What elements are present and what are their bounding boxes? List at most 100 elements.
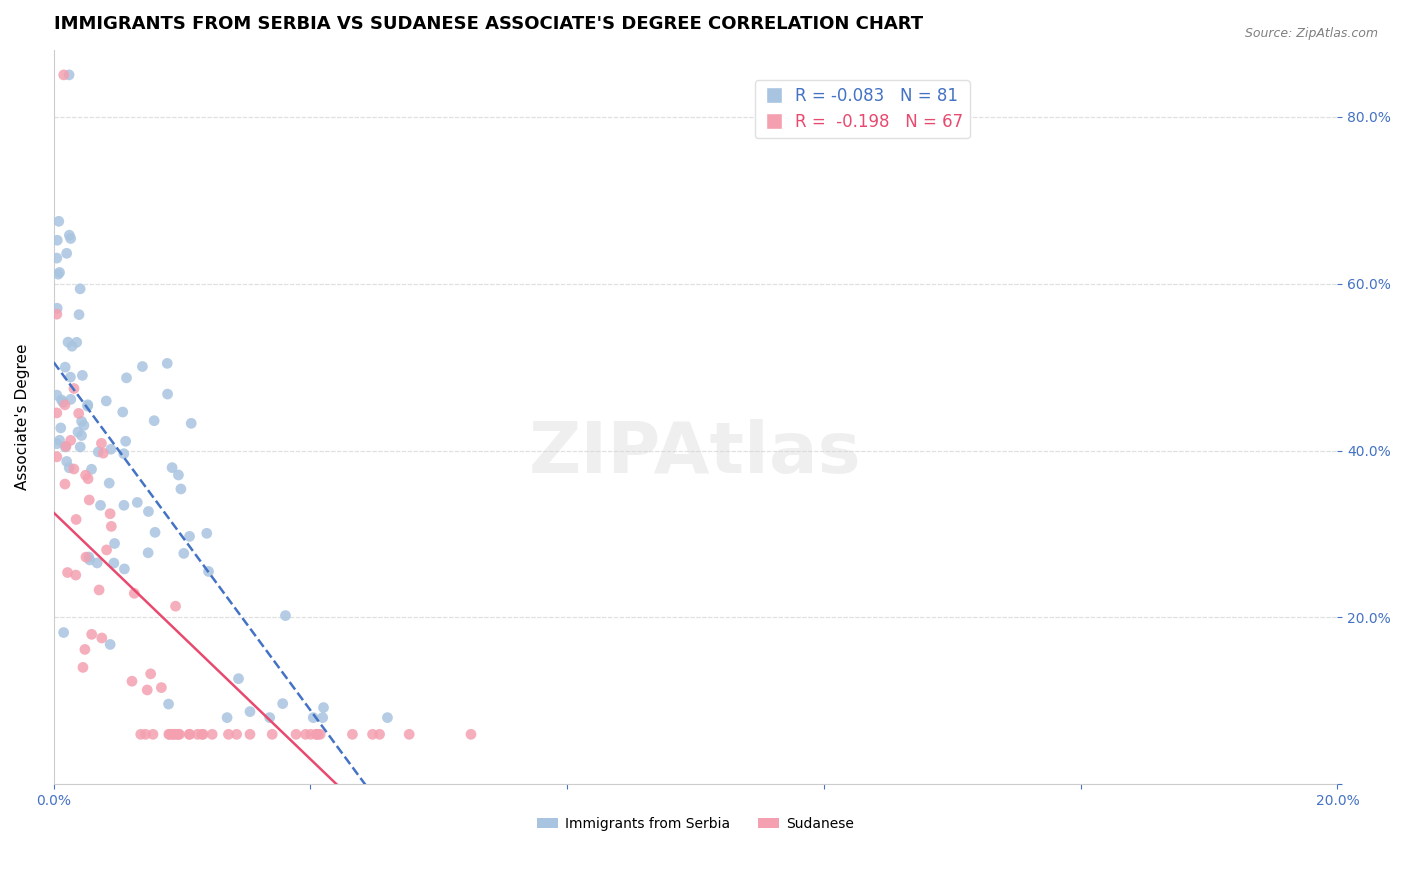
Text: Source: ZipAtlas.com: Source: ZipAtlas.com (1244, 27, 1378, 40)
Sudanese (285, 727, 308, 741)
Immigrants from Serbia (115, 371, 138, 385)
Sudanese (299, 727, 322, 741)
Sudanese (262, 727, 284, 741)
Legend: Immigrants from Serbia, Sudanese: Immigrants from Serbia, Sudanese (531, 811, 859, 836)
Sudanese (169, 727, 191, 741)
Immigrants from Serbia (302, 711, 325, 725)
Sudanese (305, 727, 328, 741)
Sudanese (77, 493, 100, 508)
Immigrants from Serbia (138, 504, 160, 518)
Sudanese (90, 631, 112, 645)
Sudanese (100, 519, 122, 533)
Sudanese (150, 681, 173, 695)
Immigrants from Serbia (60, 339, 83, 353)
Text: ZIPAtlas: ZIPAtlas (529, 419, 862, 488)
Sudanese (305, 727, 328, 741)
Sudanese (167, 727, 190, 741)
Immigrants from Serbia (156, 387, 179, 401)
Sudanese (73, 642, 96, 657)
Immigrants from Serbia (45, 436, 67, 450)
Sudanese (90, 436, 112, 450)
Immigrants from Serbia (274, 608, 297, 623)
Sudanese (460, 727, 482, 741)
Sudanese (218, 727, 240, 741)
Sudanese (124, 586, 146, 600)
Sudanese (56, 566, 79, 580)
Sudanese (165, 599, 187, 614)
Immigrants from Serbia (228, 672, 250, 686)
Sudanese (368, 727, 391, 741)
Immigrants from Serbia (45, 251, 67, 265)
Immigrants from Serbia (46, 233, 69, 247)
Immigrants from Serbia (76, 398, 98, 412)
Sudanese (80, 627, 103, 641)
Sudanese (98, 507, 121, 521)
Immigrants from Serbia (312, 700, 335, 714)
Sudanese (53, 477, 76, 491)
Sudanese (157, 727, 180, 741)
Sudanese (77, 472, 100, 486)
Immigrants from Serbia (271, 697, 294, 711)
Immigrants from Serbia (112, 498, 135, 512)
Immigrants from Serbia (73, 418, 96, 433)
Sudanese (162, 727, 184, 741)
Sudanese (65, 568, 87, 582)
Sudanese (45, 307, 67, 321)
Immigrants from Serbia (76, 399, 98, 413)
Sudanese (398, 727, 420, 741)
Sudanese (163, 727, 186, 741)
Sudanese (121, 674, 143, 689)
Immigrants from Serbia (167, 467, 190, 482)
Immigrants from Serbia (48, 434, 70, 448)
Sudanese (52, 68, 75, 82)
Immigrants from Serbia (173, 546, 195, 560)
Immigrants from Serbia (127, 495, 149, 509)
Immigrants from Serbia (55, 246, 77, 260)
Immigrants from Serbia (136, 546, 159, 560)
Immigrants from Serbia (98, 476, 121, 491)
Sudanese (186, 727, 208, 741)
Sudanese (45, 450, 67, 464)
Immigrants from Serbia (58, 228, 80, 243)
Immigrants from Serbia (98, 637, 121, 651)
Sudanese (67, 406, 90, 420)
Sudanese (201, 727, 224, 741)
Immigrants from Serbia (46, 267, 69, 281)
Immigrants from Serbia (239, 705, 262, 719)
Immigrants from Serbia (72, 368, 94, 383)
Sudanese (63, 462, 86, 476)
Sudanese (309, 727, 332, 741)
Sudanese (96, 542, 118, 557)
Sudanese (135, 727, 157, 741)
Immigrants from Serbia (59, 231, 82, 245)
Immigrants from Serbia (112, 562, 135, 576)
Immigrants from Serbia (86, 556, 108, 570)
Sudanese (239, 727, 262, 741)
Immigrants from Serbia (143, 525, 166, 540)
Sudanese (179, 727, 201, 741)
Immigrants from Serbia (53, 360, 76, 375)
Immigrants from Serbia (53, 440, 76, 454)
Sudanese (45, 406, 67, 420)
Immigrants from Serbia (52, 395, 75, 409)
Immigrants from Serbia (170, 482, 193, 496)
Immigrants from Serbia (58, 460, 80, 475)
Immigrants from Serbia (56, 335, 79, 350)
Immigrants from Serbia (377, 711, 399, 725)
Immigrants from Serbia (87, 445, 110, 459)
Immigrants from Serbia (66, 425, 89, 439)
Immigrants from Serbia (156, 356, 179, 370)
Immigrants from Serbia (69, 440, 91, 454)
Sudanese (342, 727, 364, 741)
Immigrants from Serbia (131, 359, 153, 374)
Sudanese (162, 727, 184, 741)
Immigrants from Serbia (217, 711, 239, 725)
Sudanese (159, 727, 181, 741)
Immigrants from Serbia (48, 214, 70, 228)
Sudanese (193, 727, 215, 741)
Immigrants from Serbia (157, 697, 180, 711)
Immigrants from Serbia (59, 392, 82, 407)
Sudanese (361, 727, 384, 741)
Immigrants from Serbia (103, 556, 125, 570)
Immigrants from Serbia (77, 549, 100, 564)
